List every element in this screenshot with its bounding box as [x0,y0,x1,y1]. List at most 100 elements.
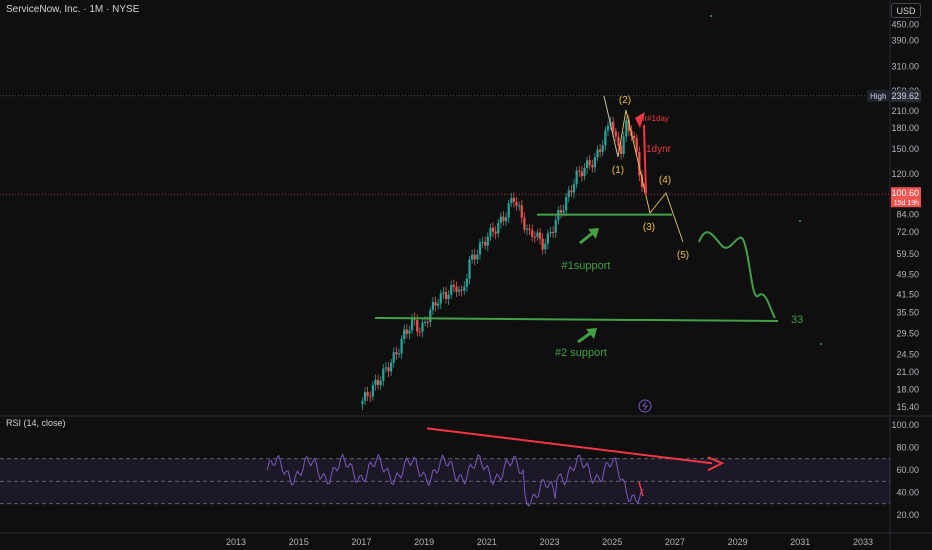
price-tick-label: 450.00 [891,19,919,29]
support-2-label: #2 support [555,347,607,359]
candle-body [601,145,604,152]
candle-body [591,165,594,168]
candle-body [622,136,625,154]
candle-body [617,136,620,146]
dot-marker [820,343,822,345]
rsi-drop-marker [638,481,644,497]
candle-body [369,395,372,397]
candle-body [416,319,419,332]
candle-body [376,379,380,385]
candle-body [565,197,568,211]
candle-body [510,197,513,204]
candle-body [489,227,492,237]
candle-body [562,210,565,213]
candle-body [457,289,461,292]
candle-body [538,232,542,239]
candle-body [633,135,636,139]
candle-body [638,151,641,176]
wave-label: (4) [659,175,671,186]
candle-body [572,184,576,193]
candle-body [570,190,573,193]
dot-marker [799,220,801,222]
candle-body [465,278,468,287]
candle-body [554,220,557,233]
candle-body [596,149,599,158]
candle-body [408,330,411,334]
candle-body [520,205,523,218]
candle-body [567,190,570,198]
wave-label: (1) [612,165,624,176]
high-tag-label: High [870,92,886,101]
support-2-arrow-head [586,328,597,339]
price-tick-label: 29.50 [896,328,919,338]
price-tick-label: 49.50 [896,270,919,280]
candle-body [614,131,617,137]
currency-button[interactable]: USD [891,3,921,18]
candle-body [588,160,591,166]
high-value-label: 239.62 [891,91,919,101]
candle-body [424,321,427,323]
rsi-tick-label: 100.00 [891,420,919,430]
candle-body [473,254,476,260]
candle-body [361,400,364,405]
support-1-arrow-head [588,228,599,239]
flash-icon-bolt [642,401,648,411]
price-tick-label: 180.00 [891,123,919,133]
price-tick-label: 310.00 [891,62,919,72]
rsi-title[interactable]: RSI (14, close) [6,418,66,428]
decline-arrow-head [635,112,645,128]
high-value-bg [891,89,921,102]
dot-marker [710,15,712,17]
dynr-label: 1dynr [646,144,672,155]
candle-body [471,254,474,260]
target-value-label: 33 [791,314,803,326]
candle-body [431,301,435,311]
support-1-label: #1support [562,260,611,272]
candle-body [627,120,630,131]
candle-body [575,170,578,185]
candle-body [497,222,500,234]
candle-body [585,160,589,168]
candle-body [418,331,421,333]
candle-body [463,286,466,291]
divergence-arrow-head [707,456,725,472]
candle-body [447,294,450,300]
candle-body [536,232,539,237]
candle-body [366,392,369,396]
candle-body [395,352,398,355]
candle-body [437,303,440,306]
candle-body [371,384,374,397]
candle-body [478,242,482,255]
time-tick-label: 2021 [477,537,497,547]
last-price-label: 100.60 [891,188,919,198]
candle-body [541,238,544,250]
candle-body [405,329,408,334]
candle-body [421,322,424,332]
candle-body [502,216,505,222]
wave-label: (3) [643,222,655,233]
candle-body [484,241,487,246]
price-tick-label: 72.00 [896,227,919,237]
time-tick-label: 2017 [351,537,371,547]
candle-body [410,317,414,331]
price-tick-label: 15.40 [896,402,919,412]
candle-body [382,368,385,381]
last-price-bg [891,187,921,208]
rsi-tick-label: 60.00 [896,465,919,475]
candle-body [531,229,534,237]
price-tick-label: 59.50 [896,249,919,259]
candle-body [434,301,437,306]
wave-label: (2) [619,95,631,106]
candle-body [525,228,529,230]
candle-body [476,254,479,260]
candle-body [504,217,508,222]
candle-body [426,321,429,323]
nr1day-label: nr#1day [640,114,669,123]
rsi-tick-label: 20.00 [896,510,919,520]
symbol-header[interactable]: ServiceNow, Inc. · 1M · NYSE [6,4,140,15]
price-tick-label: 41.50 [896,290,919,300]
candle-body [606,125,610,131]
candle-body [512,197,516,202]
candle-body [518,205,521,207]
